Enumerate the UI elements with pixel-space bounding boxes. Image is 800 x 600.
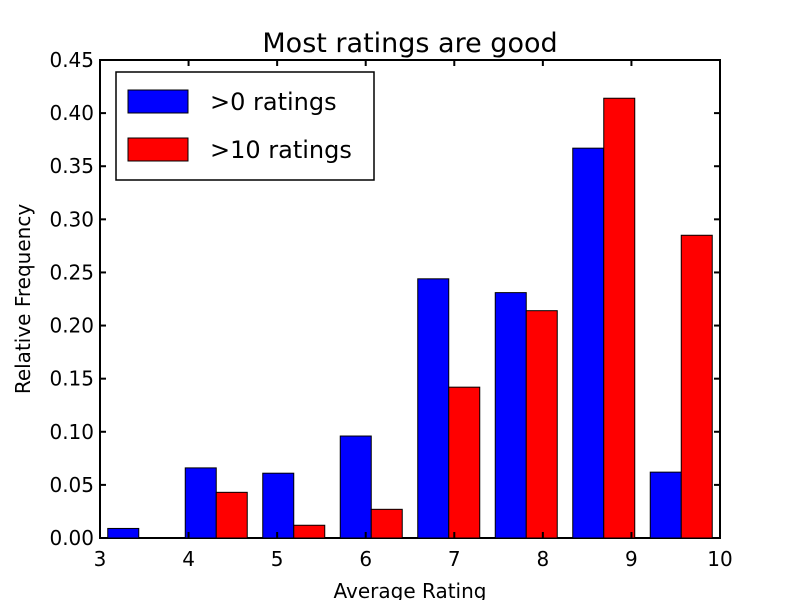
x-tick-label-1: 4 bbox=[182, 547, 195, 571]
chart-title: Most ratings are good bbox=[262, 28, 557, 59]
y-tick-label-1: 0.05 bbox=[49, 473, 94, 497]
x-tick-label-6: 9 bbox=[625, 547, 638, 571]
x-tick-label-7: 10 bbox=[707, 547, 732, 571]
legend-swatch-1 bbox=[127, 137, 189, 162]
bar-series1-bin6 bbox=[603, 97, 636, 539]
y-tick-label-7: 0.35 bbox=[49, 154, 94, 178]
bar-series0-bin7 bbox=[649, 471, 682, 539]
bars-group bbox=[107, 97, 713, 539]
bar-series0-bin2 bbox=[262, 472, 295, 539]
bar-series1-bin3 bbox=[370, 508, 403, 539]
bar-series1-bin2 bbox=[293, 524, 326, 539]
bar-series0-bin5 bbox=[494, 292, 527, 539]
bar-series1-bin1 bbox=[215, 491, 248, 539]
x-tick-label-2: 5 bbox=[271, 547, 284, 571]
legend-label-0: >0 ratings bbox=[210, 88, 337, 116]
y-tick-label-3: 0.15 bbox=[49, 367, 94, 391]
bar-series0-bin0 bbox=[107, 527, 140, 539]
y-tick-label-4: 0.20 bbox=[49, 314, 94, 338]
bar-series0-bin1 bbox=[184, 467, 217, 539]
y-tick-label-9: 0.45 bbox=[49, 48, 94, 72]
y-tick-label-0: 0.00 bbox=[49, 526, 94, 550]
y-tick-label-8: 0.40 bbox=[49, 101, 94, 125]
bar-series1-bin7 bbox=[680, 234, 713, 539]
x-tick-label-3: 6 bbox=[359, 547, 372, 571]
legend-label-1: >10 ratings bbox=[210, 136, 352, 164]
bar-series0-bin6 bbox=[572, 147, 605, 539]
legend-swatch-0 bbox=[127, 89, 189, 114]
legend: >0 ratings >10 ratings bbox=[115, 71, 375, 181]
y-tick-label-2: 0.10 bbox=[49, 420, 94, 444]
bar-series1-bin5 bbox=[525, 310, 558, 539]
bar-series0-bin4 bbox=[417, 278, 450, 539]
ticks-group: 3 4 5 6 7 8 9 10 0.00 0.05 0.10 0.15 0.20 0.25 0.30 0.3… bbox=[49, 48, 732, 571]
x-axis-label: Average Rating bbox=[334, 579, 487, 600]
x-tick-label-5: 8 bbox=[536, 547, 549, 571]
x-tick-label-4: 7 bbox=[448, 547, 461, 571]
x-tick-label-0: 3 bbox=[94, 547, 107, 571]
bar-series0-bin3 bbox=[339, 435, 372, 539]
y-tick-label-5: 0.25 bbox=[49, 260, 94, 284]
bar-series1-bin4 bbox=[448, 386, 481, 539]
y-axis-label: Relative Frequency bbox=[11, 204, 35, 394]
y-tick-label-6: 0.30 bbox=[49, 207, 94, 231]
